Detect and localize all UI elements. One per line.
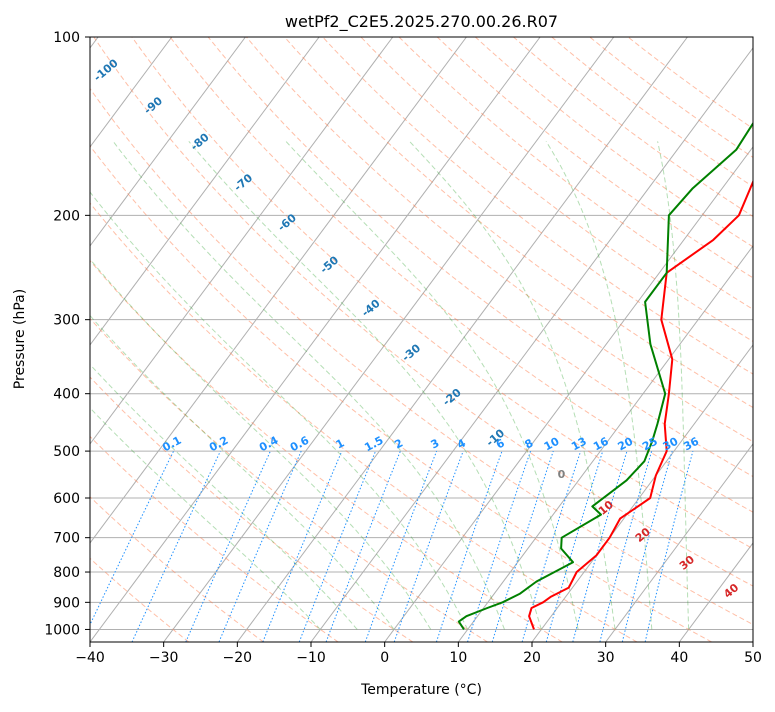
moist-adiabat — [0, 141, 320, 629]
wetbulb-label: -80 — [188, 130, 212, 153]
chart-title: wetPf2_C2E5.2025.270.00.26.R07 — [285, 12, 558, 32]
hot-label: 30 — [677, 553, 697, 573]
isotherm-line — [164, 37, 614, 642]
x-tick-label: −20 — [223, 650, 253, 666]
mixing-ratio-line — [263, 451, 342, 642]
x-tick-label: 40 — [670, 650, 688, 666]
y-tick-label: 700 — [53, 531, 80, 547]
moist-adiabat — [410, 141, 616, 629]
mixing-ratio-line — [219, 451, 301, 642]
zero-label: 0 — [558, 468, 566, 481]
y-tick-label: 400 — [53, 387, 80, 403]
dry-adiabat — [132, 37, 775, 642]
wetbulb-label: -40 — [359, 297, 383, 320]
x-tick-label: 50 — [744, 650, 762, 666]
mixing-ratio-label: 3 — [429, 436, 442, 451]
x-tick-label: −30 — [149, 650, 179, 666]
mixing-ratio-line — [492, 451, 553, 642]
wetbulb-label: -20 — [440, 386, 464, 409]
mixing-ratio-label: 13 — [569, 435, 589, 454]
mixing-ratio-label: 20 — [616, 435, 636, 454]
mixing-ratio-line — [436, 451, 502, 642]
x-tick-label: 30 — [597, 650, 615, 666]
mixing-ratio-label: 2 — [392, 436, 405, 451]
moist-adiabat — [189, 141, 542, 629]
wetbulb-label: -90 — [141, 94, 165, 117]
wetbulb-label: -50 — [318, 253, 342, 276]
hot-label: 40 — [721, 581, 741, 601]
dry-adiabat — [0, 37, 413, 642]
dewpoint-line — [459, 37, 775, 629]
wetbulb-label: -70 — [232, 171, 256, 194]
moist-adiabat — [546, 141, 652, 629]
hot-label: 20 — [633, 525, 653, 545]
isotherm-line — [532, 37, 775, 642]
y-tick-label: 1000 — [44, 622, 80, 638]
mixing-ratio-line — [622, 451, 672, 642]
dry-adiabat — [0, 37, 488, 642]
x-tick-label: −40 — [75, 650, 105, 666]
mixing-ratio-label: 10 — [542, 435, 562, 454]
wetbulb-label: -60 — [275, 211, 299, 234]
isotherm-line — [16, 37, 466, 642]
isotherm-line — [90, 37, 540, 642]
y-tick-label: 300 — [53, 313, 80, 329]
isotherm-line — [0, 37, 319, 642]
x-tick-label: 0 — [380, 650, 389, 666]
mixing-ratio-line — [132, 451, 220, 642]
mixing-ratio-label: 30 — [661, 435, 681, 454]
x-tick-label: 10 — [449, 650, 467, 666]
mixing-ratio-line — [573, 451, 627, 642]
dry-adiabat — [361, 37, 775, 642]
y-tick-label: 800 — [53, 565, 80, 581]
mixing-ratio-line — [82, 451, 174, 642]
mixing-ratio-line — [394, 451, 463, 642]
x-tick-label: −10 — [296, 650, 326, 666]
mixing-ratio-label: 16 — [591, 435, 611, 454]
y-tick-label: 500 — [53, 444, 80, 460]
mixing-ratio-line — [468, 451, 531, 642]
dry-adiabat — [0, 37, 562, 642]
y-tick-label: 900 — [53, 595, 80, 611]
y-tick-label: 100 — [53, 30, 80, 46]
isotherm-line — [753, 37, 775, 642]
dry-adiabat — [552, 37, 775, 642]
mixing-ratio-line — [365, 451, 436, 642]
dry-adiabat — [399, 37, 775, 642]
mixing-ratio-line — [299, 451, 375, 642]
isotherm-line — [0, 37, 393, 642]
dry-adiabat — [437, 37, 775, 642]
isotherm-line — [458, 37, 775, 642]
temperature-line — [529, 37, 775, 629]
mixing-ratio-label: 25 — [640, 435, 660, 454]
isotherm-line — [0, 37, 245, 642]
y-tick-label: 600 — [53, 491, 80, 507]
isotherm-line — [385, 37, 775, 642]
moist-adiabat — [286, 141, 578, 629]
mixing-ratio-label: 4 — [455, 436, 468, 451]
dry-adiabat — [18, 37, 712, 642]
y-tick-label: 200 — [53, 208, 80, 224]
x-axis-label: Temperature (°C) — [360, 682, 482, 698]
dry-adiabat — [285, 37, 775, 642]
y-axis-label: Pressure (hPa) — [12, 289, 28, 389]
mixing-ratio-line — [186, 451, 271, 642]
dry-adiabat — [514, 37, 775, 642]
x-tick-label: 20 — [523, 650, 541, 666]
dry-adiabat — [0, 37, 264, 642]
